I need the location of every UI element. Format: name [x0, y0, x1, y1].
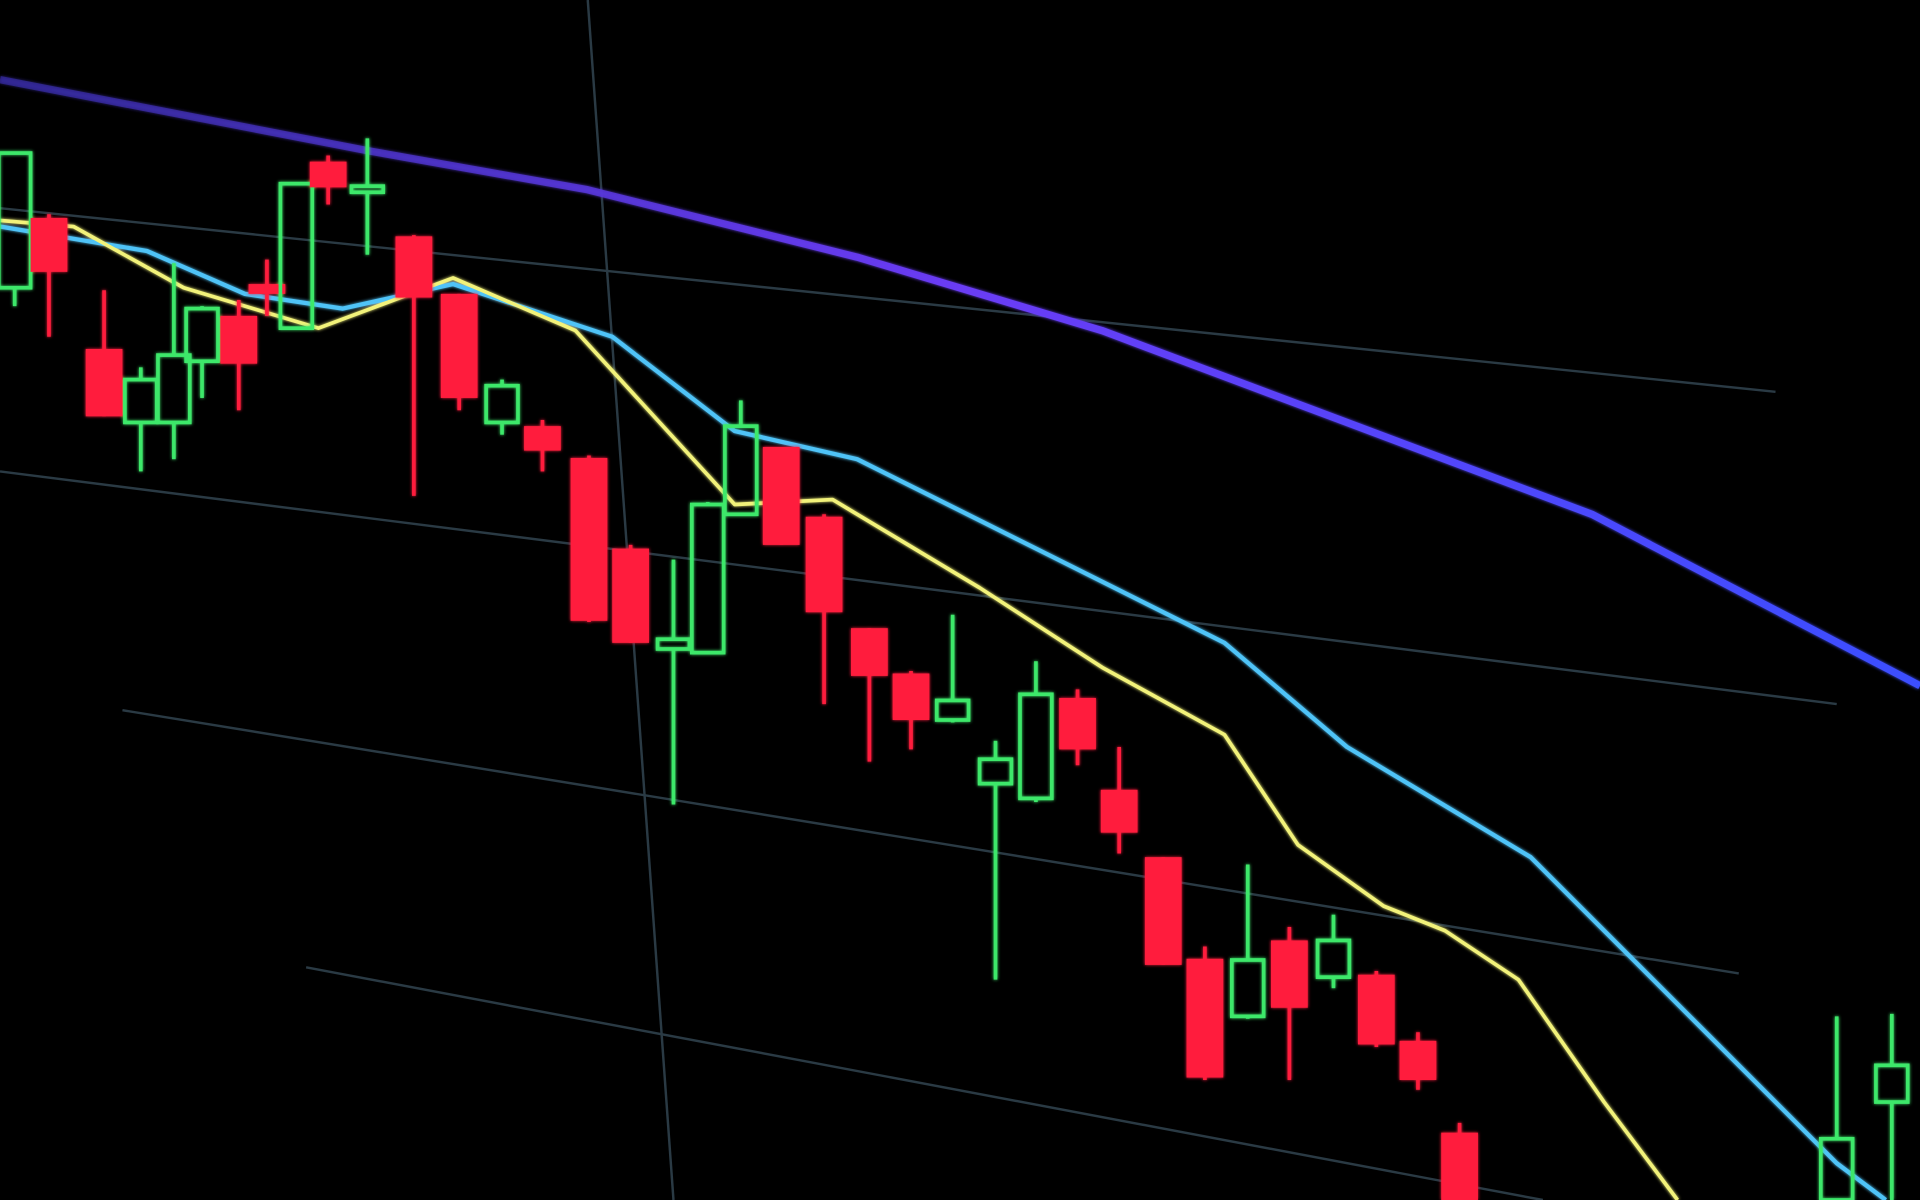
candle-body [484, 383, 520, 425]
bearish-candle [1399, 1032, 1437, 1090]
bearish-candle [851, 628, 888, 762]
candle-body [1144, 857, 1182, 965]
bullish-candle [690, 502, 726, 655]
candle-body [349, 184, 386, 195]
candle-body [309, 161, 347, 188]
candle-body [524, 426, 561, 451]
candle-body [762, 446, 800, 545]
candle-body [1818, 1136, 1855, 1200]
candle-body [934, 698, 971, 722]
bearish-candle [1059, 689, 1096, 766]
candle-body [655, 637, 692, 651]
candle-body [690, 502, 726, 655]
candle-body [156, 353, 192, 425]
bullish-candle [484, 379, 520, 435]
grid-line [122, 708, 1739, 975]
bullish-candle [934, 614, 971, 723]
bearish-candle [524, 420, 561, 472]
bearish-candle [1186, 946, 1224, 1080]
candle-body [278, 181, 315, 330]
bearish-candle [892, 671, 930, 750]
candle-body [612, 548, 649, 643]
bullish-candle [1230, 864, 1266, 1019]
bullish-candle [156, 263, 192, 460]
candle-body [1399, 1040, 1437, 1080]
bearish-candle [1144, 857, 1182, 965]
moving-average-mid [0, 224, 1887, 1200]
bearish-candle [1271, 926, 1308, 1080]
bullish-candle [1874, 1013, 1910, 1200]
candle-body [1315, 938, 1352, 979]
grid-line [0, 206, 1776, 394]
bearish-candle [1441, 1122, 1478, 1200]
candle-body [1441, 1132, 1478, 1200]
grid-line [0, 470, 1837, 706]
bearish-candle [762, 446, 800, 545]
bearish-candle [1357, 971, 1395, 1047]
candle-body [723, 424, 759, 517]
candle-body [184, 306, 220, 364]
candle-body [1874, 1063, 1910, 1104]
bullish-candle [1018, 661, 1054, 803]
bearish-candle [220, 300, 258, 411]
candle-body [1357, 974, 1395, 1045]
candle-body [30, 217, 68, 272]
bearish-candle [805, 514, 843, 705]
candle-body [1100, 789, 1138, 833]
candle-body [248, 284, 286, 294]
bearish-candle [248, 259, 286, 316]
candle-body [1018, 692, 1054, 801]
bearish-candle [309, 155, 347, 205]
moving-average-lines [0, 75, 1920, 1200]
bearish-candle [440, 293, 478, 411]
bearish-candle [1100, 746, 1138, 854]
bullish-candle [184, 306, 220, 398]
candle-body [1186, 958, 1224, 1078]
candle-body [1059, 697, 1096, 750]
candle-body [570, 457, 608, 621]
candle-body [395, 236, 433, 298]
candles [0, 138, 1910, 1200]
candle-body [977, 757, 1014, 786]
bearish-candle [395, 235, 433, 496]
bearish-candle [612, 544, 649, 643]
candle-body [805, 516, 843, 613]
moving-average-slow [0, 75, 1920, 689]
grid-line [305, 966, 1544, 1200]
bullish-candle [723, 400, 759, 517]
bearish-candle [85, 290, 123, 417]
candle-body [440, 293, 478, 398]
candle-body [1230, 958, 1266, 1019]
candle-body [220, 315, 258, 364]
bullish-candle [1818, 1016, 1855, 1200]
bearish-candle [570, 455, 608, 623]
bullish-candle [1315, 914, 1352, 989]
bullish-candle [655, 559, 692, 805]
candle-body [892, 673, 930, 720]
bearish-candle [30, 214, 68, 337]
candle-body [1271, 940, 1308, 1008]
bullish-candle [278, 181, 315, 330]
bullish-candle [349, 138, 386, 255]
bullish-candle [977, 740, 1014, 980]
candle-body [851, 628, 888, 676]
candle-body [85, 348, 123, 417]
moving-average-fast [0, 218, 1680, 1200]
